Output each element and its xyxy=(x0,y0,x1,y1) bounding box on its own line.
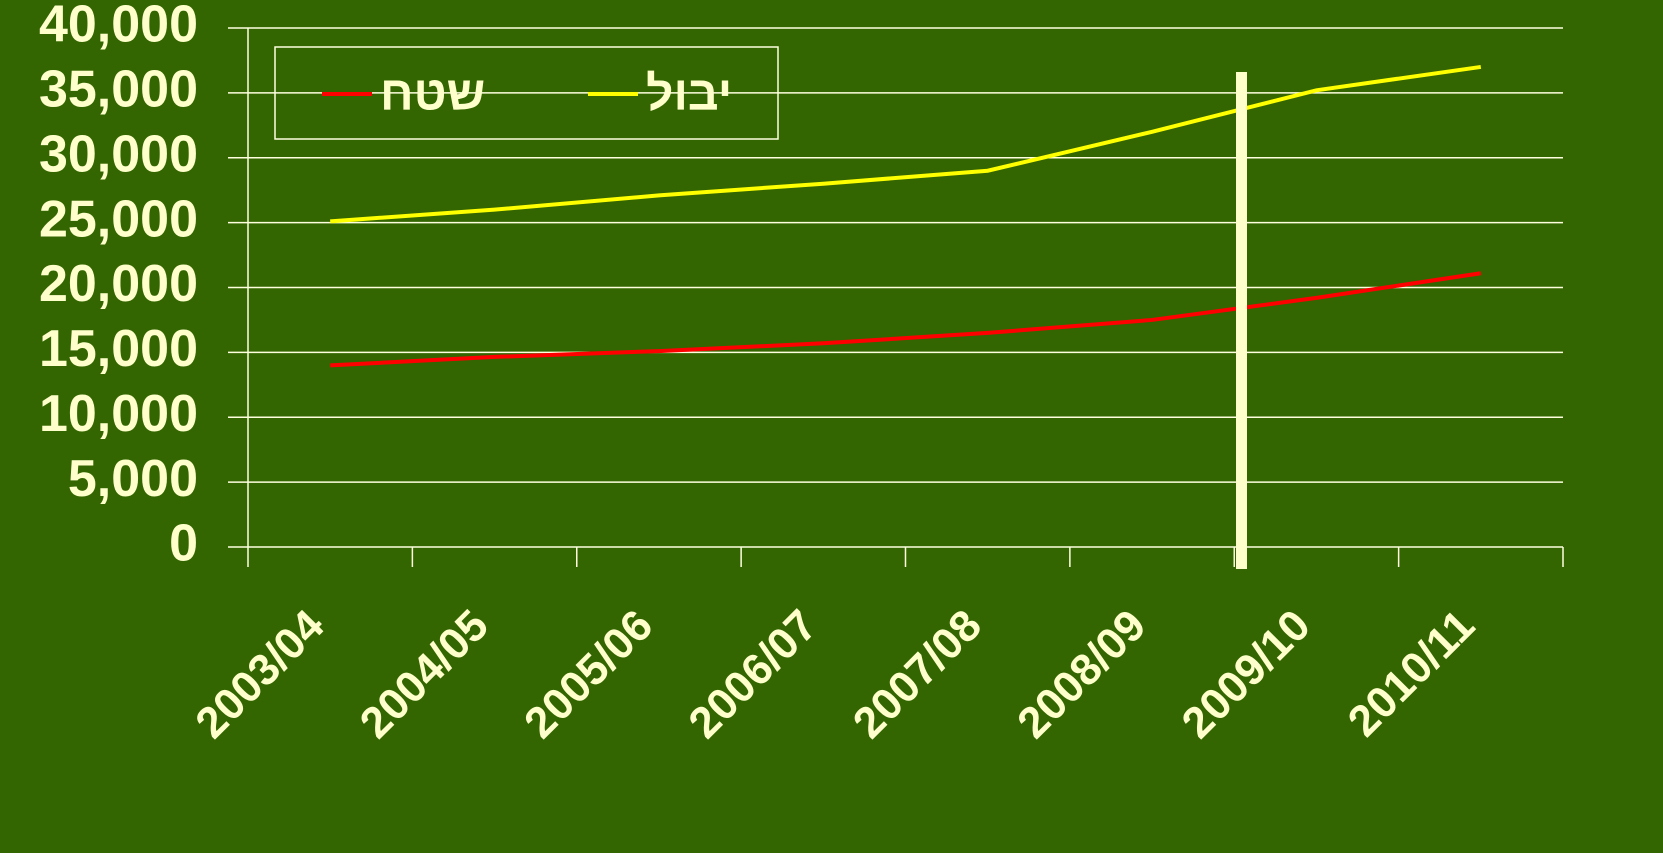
y-tick-label: 15,000 xyxy=(39,320,198,378)
y-tick-label: 35,000 xyxy=(39,61,198,119)
y-tick-label: 10,000 xyxy=(39,385,198,443)
y-tick-label: 5,000 xyxy=(68,450,198,508)
series-line xyxy=(330,64,1482,224)
y-tick-label: 0 xyxy=(169,515,198,573)
y-tick-label: 30,000 xyxy=(39,125,198,183)
y-tick-label: 20,000 xyxy=(39,255,198,313)
legend-label: שטח xyxy=(380,68,485,121)
legend-box xyxy=(274,46,779,140)
y-tick-label: 40,000 xyxy=(39,0,198,54)
y-tick-label: 25,000 xyxy=(39,190,198,248)
marker-bar xyxy=(1236,72,1247,569)
series-line xyxy=(330,271,1482,368)
legend-label: יבול xyxy=(646,68,732,121)
